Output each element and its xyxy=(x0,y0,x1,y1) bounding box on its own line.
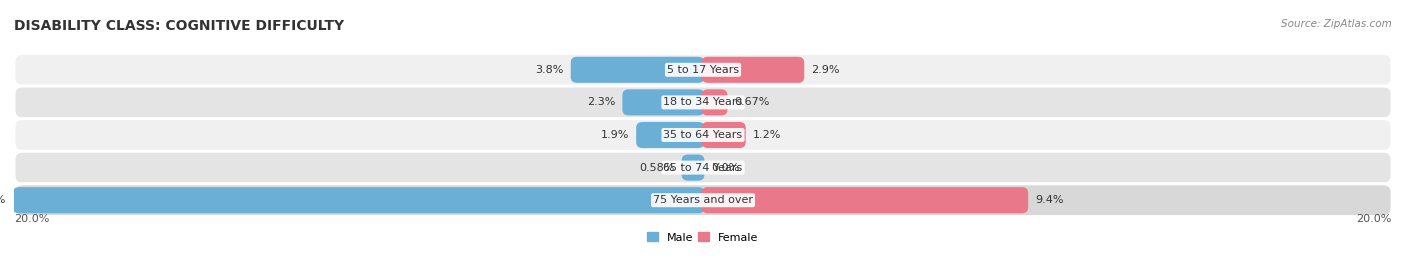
FancyBboxPatch shape xyxy=(14,53,1392,86)
Text: 20.0%: 20.0% xyxy=(0,195,6,205)
Text: 20.0%: 20.0% xyxy=(14,214,49,224)
FancyBboxPatch shape xyxy=(636,122,704,148)
FancyBboxPatch shape xyxy=(14,119,1392,151)
Text: 2.9%: 2.9% xyxy=(811,65,839,75)
Text: 0.58%: 0.58% xyxy=(640,163,675,173)
FancyBboxPatch shape xyxy=(623,89,704,116)
FancyBboxPatch shape xyxy=(702,122,745,148)
FancyBboxPatch shape xyxy=(14,184,1392,217)
FancyBboxPatch shape xyxy=(14,86,1392,119)
Text: 65 to 74 Years: 65 to 74 Years xyxy=(664,163,742,173)
Text: 0.67%: 0.67% xyxy=(735,97,770,107)
Text: DISABILITY CLASS: COGNITIVE DIFFICULTY: DISABILITY CLASS: COGNITIVE DIFFICULTY xyxy=(14,19,344,33)
Legend: Male, Female: Male, Female xyxy=(643,228,763,247)
Text: 1.9%: 1.9% xyxy=(600,130,628,140)
Text: 2.3%: 2.3% xyxy=(586,97,616,107)
Text: 5 to 17 Years: 5 to 17 Years xyxy=(666,65,740,75)
Text: 3.8%: 3.8% xyxy=(536,65,564,75)
Text: Source: ZipAtlas.com: Source: ZipAtlas.com xyxy=(1281,19,1392,29)
Text: 75 Years and over: 75 Years and over xyxy=(652,195,754,205)
Text: 20.0%: 20.0% xyxy=(1357,214,1392,224)
Text: 0.0%: 0.0% xyxy=(711,163,740,173)
FancyBboxPatch shape xyxy=(702,57,804,83)
FancyBboxPatch shape xyxy=(682,154,704,181)
FancyBboxPatch shape xyxy=(13,187,704,213)
Text: 35 to 64 Years: 35 to 64 Years xyxy=(664,130,742,140)
FancyBboxPatch shape xyxy=(702,187,1028,213)
FancyBboxPatch shape xyxy=(702,89,727,116)
Text: 1.2%: 1.2% xyxy=(754,130,782,140)
FancyBboxPatch shape xyxy=(571,57,704,83)
Text: 9.4%: 9.4% xyxy=(1035,195,1064,205)
Text: 18 to 34 Years: 18 to 34 Years xyxy=(664,97,742,107)
FancyBboxPatch shape xyxy=(14,151,1392,184)
